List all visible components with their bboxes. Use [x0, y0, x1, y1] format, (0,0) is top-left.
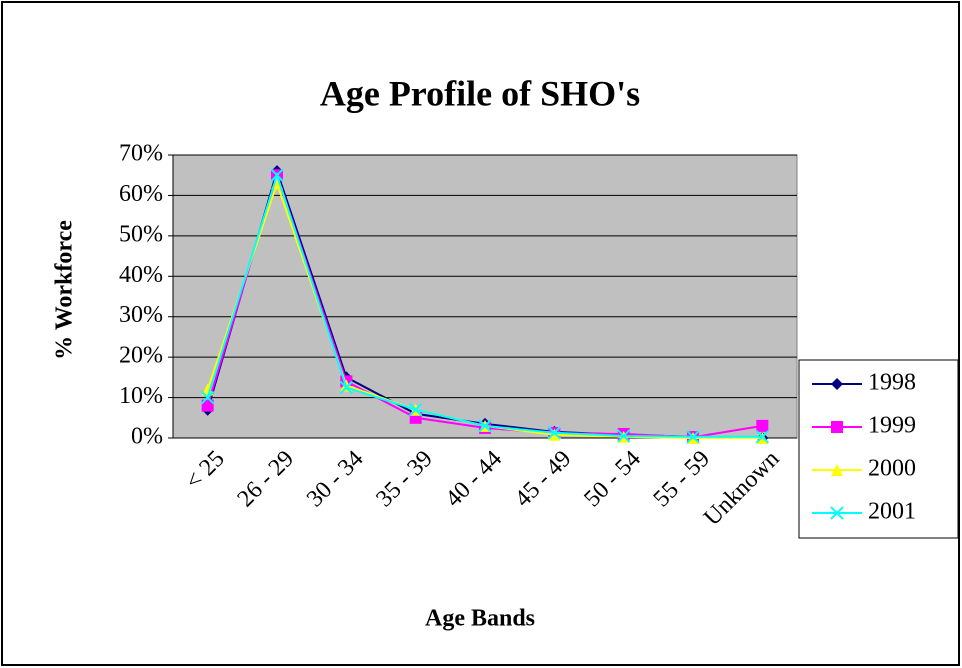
data-point	[339, 380, 354, 395]
legend-marker	[831, 464, 843, 476]
y-axis-title: % Workforce	[52, 220, 78, 360]
legend-label: 1998	[868, 370, 916, 396]
legend-marker	[831, 421, 843, 433]
data-point	[686, 430, 700, 444]
y-tick-label: 70%	[119, 141, 163, 167]
data-point	[756, 419, 769, 432]
data-point	[200, 390, 215, 405]
data-point	[478, 419, 492, 433]
data-point	[755, 430, 770, 444]
legend-marker	[831, 378, 843, 390]
chart-title: Age Profile of SHO's	[320, 73, 640, 113]
legend-label: 1999	[868, 413, 916, 439]
legend	[798, 359, 959, 539]
data-point	[408, 402, 423, 417]
legend-label: 2000	[868, 456, 916, 482]
plot-area	[172, 154, 798, 439]
y-tick-label: 10%	[119, 383, 163, 409]
data-point	[201, 383, 214, 396]
y-tick-label: 0%	[131, 424, 163, 450]
data-point	[547, 426, 562, 440]
y-tick-label: 50%	[119, 221, 163, 247]
y-tick-label: 40%	[119, 262, 163, 288]
legend-marker	[830, 506, 844, 520]
data-point	[616, 429, 631, 443]
y-tick-label: 20%	[119, 343, 163, 369]
y-tick-label: 60%	[119, 181, 163, 207]
data-point	[548, 428, 561, 441]
data-point	[201, 399, 214, 412]
data-point	[270, 168, 284, 182]
legend-label: 2001	[868, 499, 916, 525]
y-tick-label: 30%	[119, 302, 163, 328]
x-axis-title: Age Bands	[425, 606, 535, 632]
